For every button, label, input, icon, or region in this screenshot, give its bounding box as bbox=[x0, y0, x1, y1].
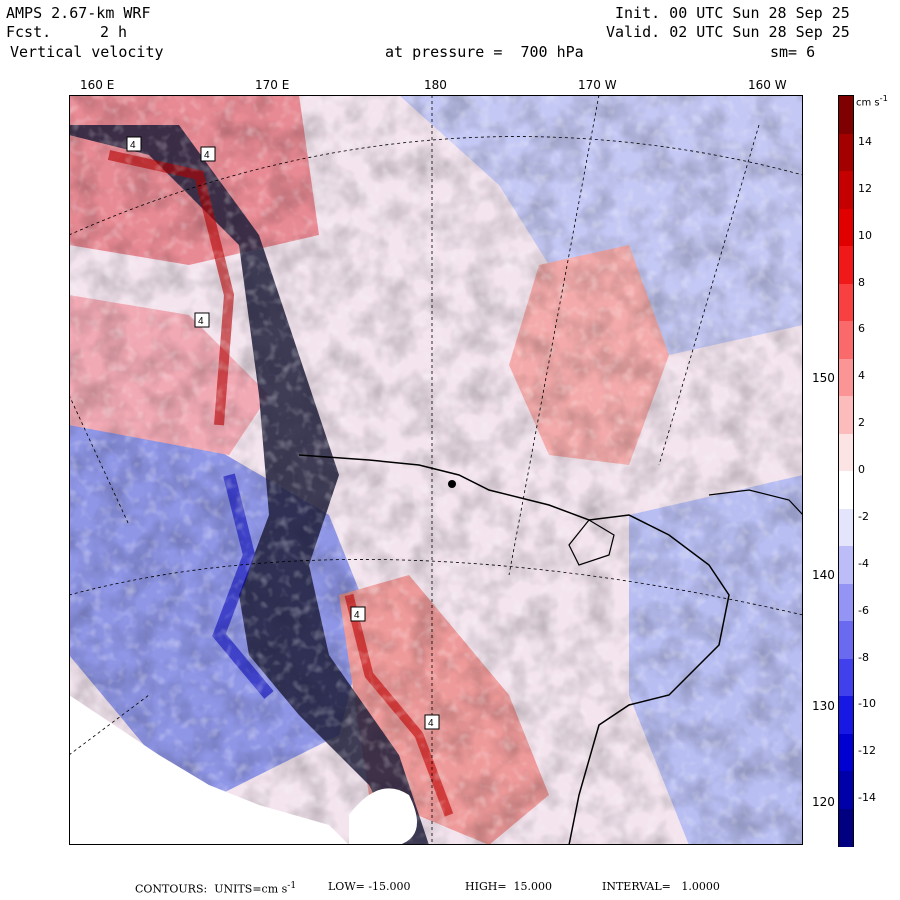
latitude-circle bbox=[69, 136, 803, 236]
colorbar-tick-label: 2 bbox=[858, 416, 865, 430]
footer-contours: CONTOURS: UNITS=cm s-1 bbox=[135, 880, 297, 896]
map-marker: 4 bbox=[204, 150, 210, 161]
coastline-east bbox=[708, 489, 803, 516]
forecast-label: Fcst. bbox=[6, 23, 52, 41]
lon-label-160e: 160 E bbox=[80, 78, 115, 92]
map-marker: 4 bbox=[198, 316, 204, 327]
colorbar-segment bbox=[839, 96, 853, 134]
colorbar-tick-label: 8 bbox=[858, 275, 865, 289]
lon-label-170w: 170 W bbox=[578, 78, 617, 92]
marker-box bbox=[194, 312, 210, 328]
colorbar-segment bbox=[839, 658, 853, 697]
colorbar-segment bbox=[839, 433, 853, 472]
colorbar-tick-label: 14 bbox=[858, 134, 872, 148]
map-marker: 4 bbox=[428, 718, 434, 729]
map-marker: 4 bbox=[130, 140, 136, 151]
init-time: Init. 00 UTC Sun 28 Sep 25 bbox=[615, 4, 850, 22]
colorbar-tick-label: -6 bbox=[858, 603, 869, 617]
footer-interval: INTERVAL= 1.0000 bbox=[602, 880, 720, 893]
colorbar-tick-label: 6 bbox=[858, 322, 865, 336]
colorbar-tick-label: -14 bbox=[858, 791, 876, 805]
colorbar-segment bbox=[839, 283, 853, 322]
colorbar-tick-label: -8 bbox=[858, 650, 869, 664]
lon-label-160w: 160 W bbox=[748, 78, 787, 92]
coastline-inlet bbox=[568, 519, 615, 566]
model-title: AMPS 2.67-km WRF bbox=[6, 4, 151, 22]
colorbar-tick-label: -4 bbox=[858, 556, 869, 570]
coastline bbox=[298, 454, 730, 845]
station-dot bbox=[448, 480, 456, 488]
colorbar-tick-label: 10 bbox=[858, 228, 872, 242]
field-name: Vertical velocity bbox=[10, 43, 164, 61]
colorbar-tick-label: -12 bbox=[858, 744, 876, 758]
colorbar-segment bbox=[839, 358, 853, 397]
colorbar-segment bbox=[839, 246, 853, 284]
colorbar-tick-label: 12 bbox=[858, 181, 872, 195]
vertical-velocity-map: 4 4 4 4 4 bbox=[69, 95, 803, 845]
map-marker: 4 bbox=[354, 610, 360, 621]
lon-label-180: 180 bbox=[424, 78, 447, 92]
latitude-circle bbox=[69, 559, 803, 616]
marker-box bbox=[424, 714, 440, 730]
marker-box bbox=[126, 136, 142, 152]
forecast-hours: 2 h bbox=[100, 23, 128, 41]
colorbar-segment bbox=[839, 133, 853, 172]
meridian-160w bbox=[658, 124, 760, 466]
colorbar-segment bbox=[839, 208, 853, 247]
colorbar-unit: cm s-1 bbox=[856, 93, 888, 109]
colorbar-tick-label: 4 bbox=[858, 369, 865, 383]
marker-box bbox=[350, 606, 366, 622]
pressure-level: at pressure = 700 hPa bbox=[385, 43, 584, 61]
no-data-patch bbox=[349, 788, 417, 845]
colorbar-segment bbox=[839, 508, 853, 547]
colorbar-tick-label: 0 bbox=[858, 463, 865, 476]
colorbar-segment bbox=[839, 396, 853, 434]
marker-box bbox=[200, 146, 216, 162]
valid-time: Valid. 02 UTC Sun 28 Sep 25 bbox=[606, 23, 850, 41]
colorbar-segment bbox=[839, 696, 853, 734]
colorbar-segment bbox=[839, 808, 853, 847]
lon-label-170e: 170 E bbox=[255, 78, 290, 92]
footer-low: LOW= -15.000 bbox=[328, 880, 411, 893]
colorbar-segment bbox=[839, 621, 853, 659]
colorbar bbox=[838, 95, 854, 847]
colorbar-segment bbox=[839, 733, 853, 772]
colorbar-segment bbox=[839, 546, 853, 584]
footer-high: HIGH= 15.000 bbox=[465, 880, 553, 893]
colorbar-tick-label: -10 bbox=[858, 697, 876, 711]
colorbar-tick-label: -2 bbox=[858, 509, 869, 523]
map-frame bbox=[69, 95, 803, 845]
colorbar-segment bbox=[839, 171, 853, 209]
meridian-150e bbox=[69, 694, 150, 756]
colorbar-segment bbox=[839, 771, 853, 809]
colorbar-segment bbox=[839, 321, 853, 359]
colorbar-segment bbox=[839, 471, 853, 509]
smoothing-value: sm= 6 bbox=[770, 43, 816, 61]
colorbar-segment bbox=[839, 583, 853, 622]
no-data-region bbox=[69, 695, 349, 845]
